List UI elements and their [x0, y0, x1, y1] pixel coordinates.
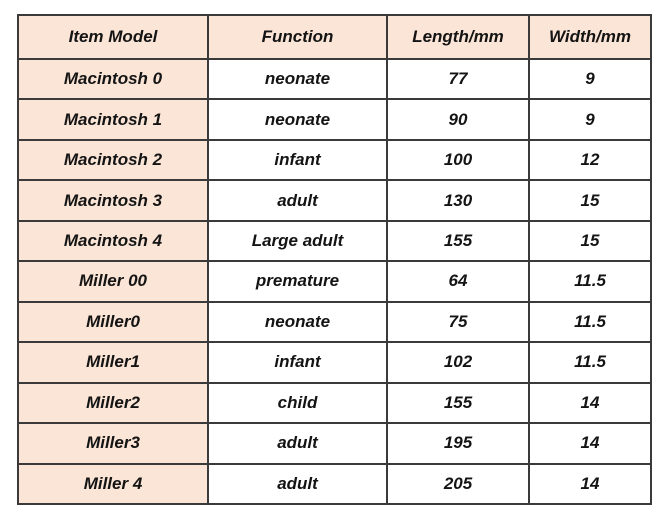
cell-width: 9: [528, 98, 652, 141]
cell-width: 14: [528, 462, 652, 506]
cell-item-model: Miller 00: [17, 260, 209, 303]
cell-function: Large adult: [207, 219, 388, 263]
blade-spec-table: Item Model Function Length/mm Width/mm M…: [17, 14, 652, 506]
cell-length: 90: [386, 98, 530, 141]
cell-item-model: Macintosh 0: [17, 57, 209, 101]
header-length: Length/mm: [386, 14, 530, 60]
table-row: Miller0 neonate 75 11.5: [17, 300, 652, 344]
table-row: Miller2 child 155 14: [17, 381, 652, 425]
cell-item-model: Macintosh 3: [17, 179, 209, 222]
cell-function: premature: [207, 260, 388, 303]
cell-item-model: Macintosh 2: [17, 138, 209, 182]
cell-length: 75: [386, 300, 530, 344]
table-row: Macintosh 2 infant 100 12: [17, 138, 652, 182]
cell-item-model: Miller2: [17, 381, 209, 425]
cell-function: neonate: [207, 57, 388, 101]
table-row: Miller 4 adult 205 14: [17, 462, 652, 506]
cell-function: adult: [207, 462, 388, 506]
cell-width: 14: [528, 381, 652, 425]
cell-function: child: [207, 381, 388, 425]
cell-length: 64: [386, 260, 530, 303]
cell-function: adult: [207, 179, 388, 222]
header-row: Item Model Function Length/mm Width/mm: [17, 14, 652, 60]
table-row: Macintosh 1 neonate 90 9: [17, 98, 652, 141]
cell-function: neonate: [207, 98, 388, 141]
cell-function: infant: [207, 341, 388, 384]
header-item-model: Item Model: [17, 14, 209, 60]
cell-item-model: Macintosh 4: [17, 219, 209, 263]
cell-width: 11.5: [528, 341, 652, 384]
cell-length: 155: [386, 219, 530, 263]
header-function: Function: [207, 14, 388, 60]
cell-width: 15: [528, 219, 652, 263]
cell-length: 102: [386, 341, 530, 384]
table-row: Macintosh 4 Large adult 155 15: [17, 219, 652, 263]
cell-length: 155: [386, 381, 530, 425]
cell-width: 14: [528, 422, 652, 465]
cell-length: 205: [386, 462, 530, 506]
cell-length: 195: [386, 422, 530, 465]
cell-width: 11.5: [528, 300, 652, 344]
cell-length: 77: [386, 57, 530, 101]
cell-item-model: Miller1: [17, 341, 209, 384]
cell-item-model: Macintosh 1: [17, 98, 209, 141]
cell-item-model: Miller 4: [17, 462, 209, 506]
table-row: Miller 00 premature 64 11.5: [17, 260, 652, 303]
table-row: Miller3 adult 195 14: [17, 422, 652, 465]
cell-item-model: Miller0: [17, 300, 209, 344]
cell-function: adult: [207, 422, 388, 465]
cell-length: 130: [386, 179, 530, 222]
cell-length: 100: [386, 138, 530, 182]
table-row: Macintosh 0 neonate 77 9: [17, 57, 652, 101]
table-row: Macintosh 3 adult 130 15: [17, 179, 652, 222]
cell-item-model: Miller3: [17, 422, 209, 465]
cell-width: 12: [528, 138, 652, 182]
table-row: Miller1 infant 102 11.5: [17, 341, 652, 384]
cell-width: 15: [528, 179, 652, 222]
cell-width: 9: [528, 57, 652, 101]
cell-function: neonate: [207, 300, 388, 344]
cell-width: 11.5: [528, 260, 652, 303]
header-width: Width/mm: [528, 14, 652, 60]
cell-function: infant: [207, 138, 388, 182]
